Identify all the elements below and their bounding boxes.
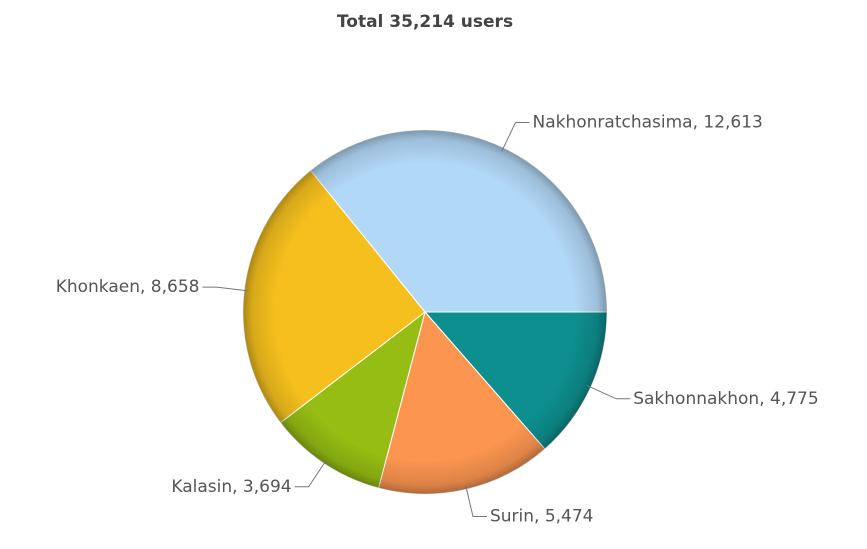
leader-line [465, 485, 487, 517]
data-label: Sakhonnakhon, 4,775 [633, 389, 818, 409]
leader-line [501, 122, 530, 152]
data-label: Surin, 5,474 [490, 506, 594, 526]
leader-line [586, 385, 631, 400]
data-label: Khonkaen, 8,658 [56, 277, 200, 297]
data-label: Nakhonratchasima, 12,613 [532, 113, 762, 133]
data-label: Kalasin, 3,694 [171, 477, 291, 497]
leader-line [202, 286, 249, 292]
chart-title: Total 35,214 users [337, 12, 513, 32]
leader-line [294, 459, 327, 488]
